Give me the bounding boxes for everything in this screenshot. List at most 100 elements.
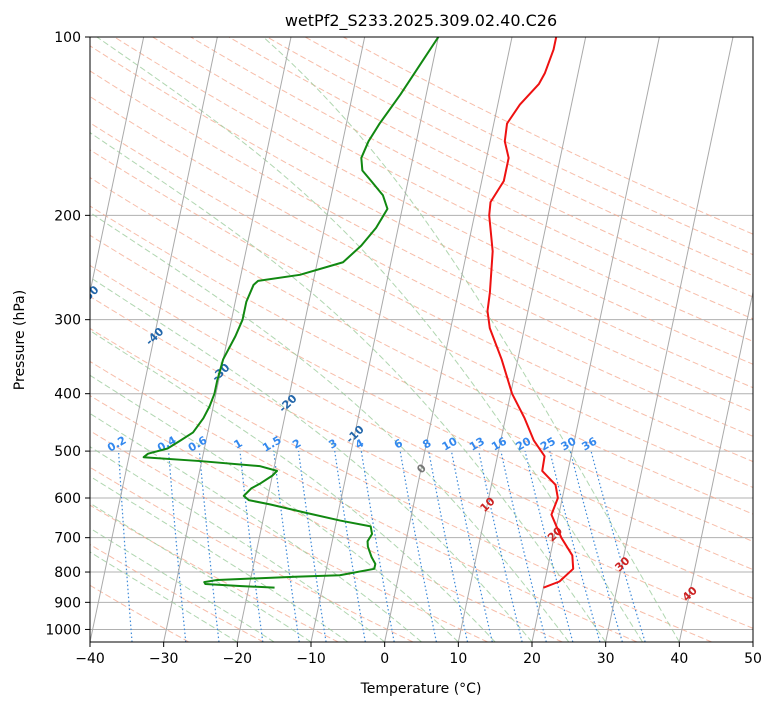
x-tick-label: −20 — [223, 651, 253, 667]
dry-adiabat — [90, 205, 753, 542]
moist-adiabat — [262, 37, 680, 642]
dry-adiabat — [90, 234, 753, 571]
mixing-ratio-line — [450, 450, 493, 642]
dry-adiabat — [90, 264, 753, 600]
x-axis-ticks: −40 −30 −20 −10 0 10 20 30 40 50 — [75, 642, 762, 667]
mixing-ratio-line — [198, 451, 220, 642]
mixing-ratio-label: 1 — [232, 437, 245, 452]
moist-adiabats — [90, 37, 680, 642]
isotherm-label: -40 — [143, 325, 167, 348]
isotherm-line — [457, 37, 587, 642]
mixing-ratio-label: 4 — [353, 436, 366, 451]
y-tick-label: 200 — [54, 208, 81, 224]
dry-adiabat — [90, 45, 753, 389]
isotherm-line — [384, 37, 513, 642]
moist-adiabat — [90, 330, 496, 642]
x-tick-label: 40 — [670, 651, 688, 667]
plot-area: -100-90-80-70-60-50-40-30-20-10010203040… — [0, 37, 753, 642]
isotherm-label: -60 — [14, 238, 38, 261]
x-tick-label: −30 — [149, 651, 179, 667]
chart-title: wetPf2_S233.2025.309.02.40.C26 — [285, 11, 557, 31]
isotherm-line — [236, 37, 366, 642]
x-tick-label: 10 — [449, 651, 467, 667]
y-axis-ticks: 100 200 300 400 500 600 700 800 900 1000 — [45, 30, 90, 638]
sounding-series — [142, 37, 575, 589]
y-tick-label: 400 — [54, 387, 81, 403]
mixing-ratio-line — [524, 450, 574, 642]
y-tick-label: 100 — [54, 30, 81, 46]
isotherm-label: 0 — [414, 461, 429, 476]
isotherm-line — [0, 37, 70, 642]
x-tick-label: 0 — [380, 651, 389, 667]
x-tick-label: −40 — [75, 651, 105, 667]
y-tick-label: 700 — [54, 531, 81, 547]
mixing-ratio-line — [590, 450, 646, 642]
x-tick-label: 20 — [523, 651, 541, 667]
dry-adiabat — [90, 70, 753, 413]
dry-adiabat — [90, 149, 753, 489]
x-tick-label: 50 — [744, 651, 762, 667]
isotherm-line — [531, 37, 660, 642]
isotherm-label: -50 — [78, 283, 102, 306]
mixing-ratio-line — [500, 450, 547, 642]
moist-adiabat — [90, 374, 459, 642]
dry-adiabat — [304, 37, 753, 256]
dry-adiabat — [90, 504, 339, 642]
dry-adiabat — [114, 37, 753, 365]
dry-adiabat — [90, 327, 712, 642]
dry-adiabat — [90, 122, 753, 463]
dewpoint-profile-line — [142, 37, 440, 589]
isotherm-label: 40 — [680, 584, 700, 604]
moist-adiabat — [90, 475, 349, 642]
pressure-gridlines — [90, 37, 753, 630]
mixing-ratio-line — [569, 450, 623, 642]
y-tick-label: 900 — [54, 595, 81, 611]
x-axis-label: Temperature (°C) — [360, 681, 482, 697]
isotherm-line — [310, 37, 439, 642]
isotherm-label: 30 — [612, 554, 632, 574]
y-axis-label: Pressure (hPa) — [12, 290, 28, 390]
isotherm-line — [163, 37, 292, 642]
dry-adiabat — [90, 177, 753, 515]
dry-adiabat — [152, 37, 753, 342]
x-tick-label: 30 — [597, 651, 615, 667]
x-tick-label: −10 — [296, 651, 326, 667]
dry-adiabat — [228, 37, 753, 298]
isotherm-line — [678, 289, 753, 642]
y-tick-label: 1000 — [45, 622, 81, 638]
mixing-ratio-lines — [117, 450, 646, 642]
mixing-ratio-line — [399, 450, 438, 642]
moist-adiabat — [90, 211, 570, 642]
plot-frame — [89, 36, 754, 643]
moist-adiabat — [90, 551, 238, 642]
isotherm-line — [90, 37, 218, 642]
isotherm-line — [90, 37, 145, 295]
mixing-ratio-line — [167, 451, 187, 642]
isotherm-label: -20 — [276, 392, 300, 415]
isotherm-line — [752, 639, 753, 642]
dry-adiabat — [90, 295, 753, 629]
y-tick-label: 800 — [54, 565, 81, 581]
dry-adiabat — [90, 466, 414, 642]
moist-adiabat — [90, 412, 422, 642]
temperature-profile-line — [486, 37, 575, 589]
moist-adiabat — [96, 37, 643, 642]
moist-adiabat — [90, 446, 385, 642]
mixing-ratio-line — [334, 451, 366, 642]
mixing-ratio-line — [478, 450, 523, 642]
dry-adiabat — [90, 95, 753, 437]
dry-adiabat — [266, 37, 753, 277]
moist-adiabat — [90, 132, 607, 642]
mixing-ratio-line — [297, 451, 327, 642]
isotherms — [0, 37, 753, 642]
mixing-ratio-line — [549, 450, 601, 642]
dry-adiabat — [90, 430, 488, 642]
isotherm-label: 20 — [545, 524, 565, 544]
y-tick-label: 500 — [54, 444, 81, 460]
mixing-ratio-line — [273, 451, 300, 642]
mixing-ratio-line — [360, 451, 395, 642]
y-tick-label: 300 — [54, 313, 81, 329]
y-tick-label: 600 — [54, 491, 81, 507]
moist-adiabat — [90, 276, 533, 642]
